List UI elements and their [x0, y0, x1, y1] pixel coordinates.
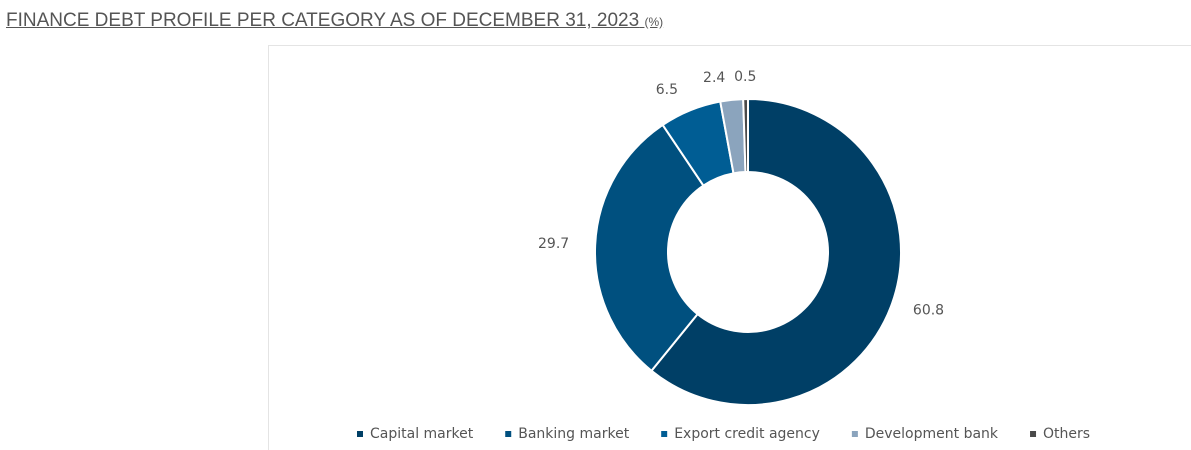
value-label: 60.8	[913, 303, 944, 319]
title-unit: (%)	[644, 15, 664, 29]
title-text: FINANCE DEBT PROFILE PER CATEGORY AS OF …	[6, 10, 640, 31]
value-label: 2.4	[703, 70, 725, 86]
chart-panel	[268, 45, 1191, 450]
value-label: 29.7	[538, 236, 569, 252]
value-label: 6.5	[656, 82, 678, 98]
legend-swatch	[505, 431, 512, 437]
legend-swatch	[357, 431, 363, 437]
chart-title: FINANCE DEBT PROFILE PER CATEGORY AS OF …	[6, 10, 663, 32]
legend-label: Development bank	[865, 426, 999, 442]
donut-slice	[594, 123, 705, 373]
legend-swatch	[1030, 431, 1037, 437]
legend-swatch	[661, 431, 668, 437]
legend-label: Capital market	[370, 426, 474, 442]
legend-label: Others	[1043, 426, 1090, 442]
legend-label: Export credit agency	[674, 426, 820, 442]
donut-slice	[650, 97, 902, 406]
legend-label: Banking market	[518, 426, 629, 442]
donut-slice	[742, 97, 749, 174]
value-label: 0.5	[734, 69, 756, 85]
legend-swatch	[851, 431, 858, 437]
